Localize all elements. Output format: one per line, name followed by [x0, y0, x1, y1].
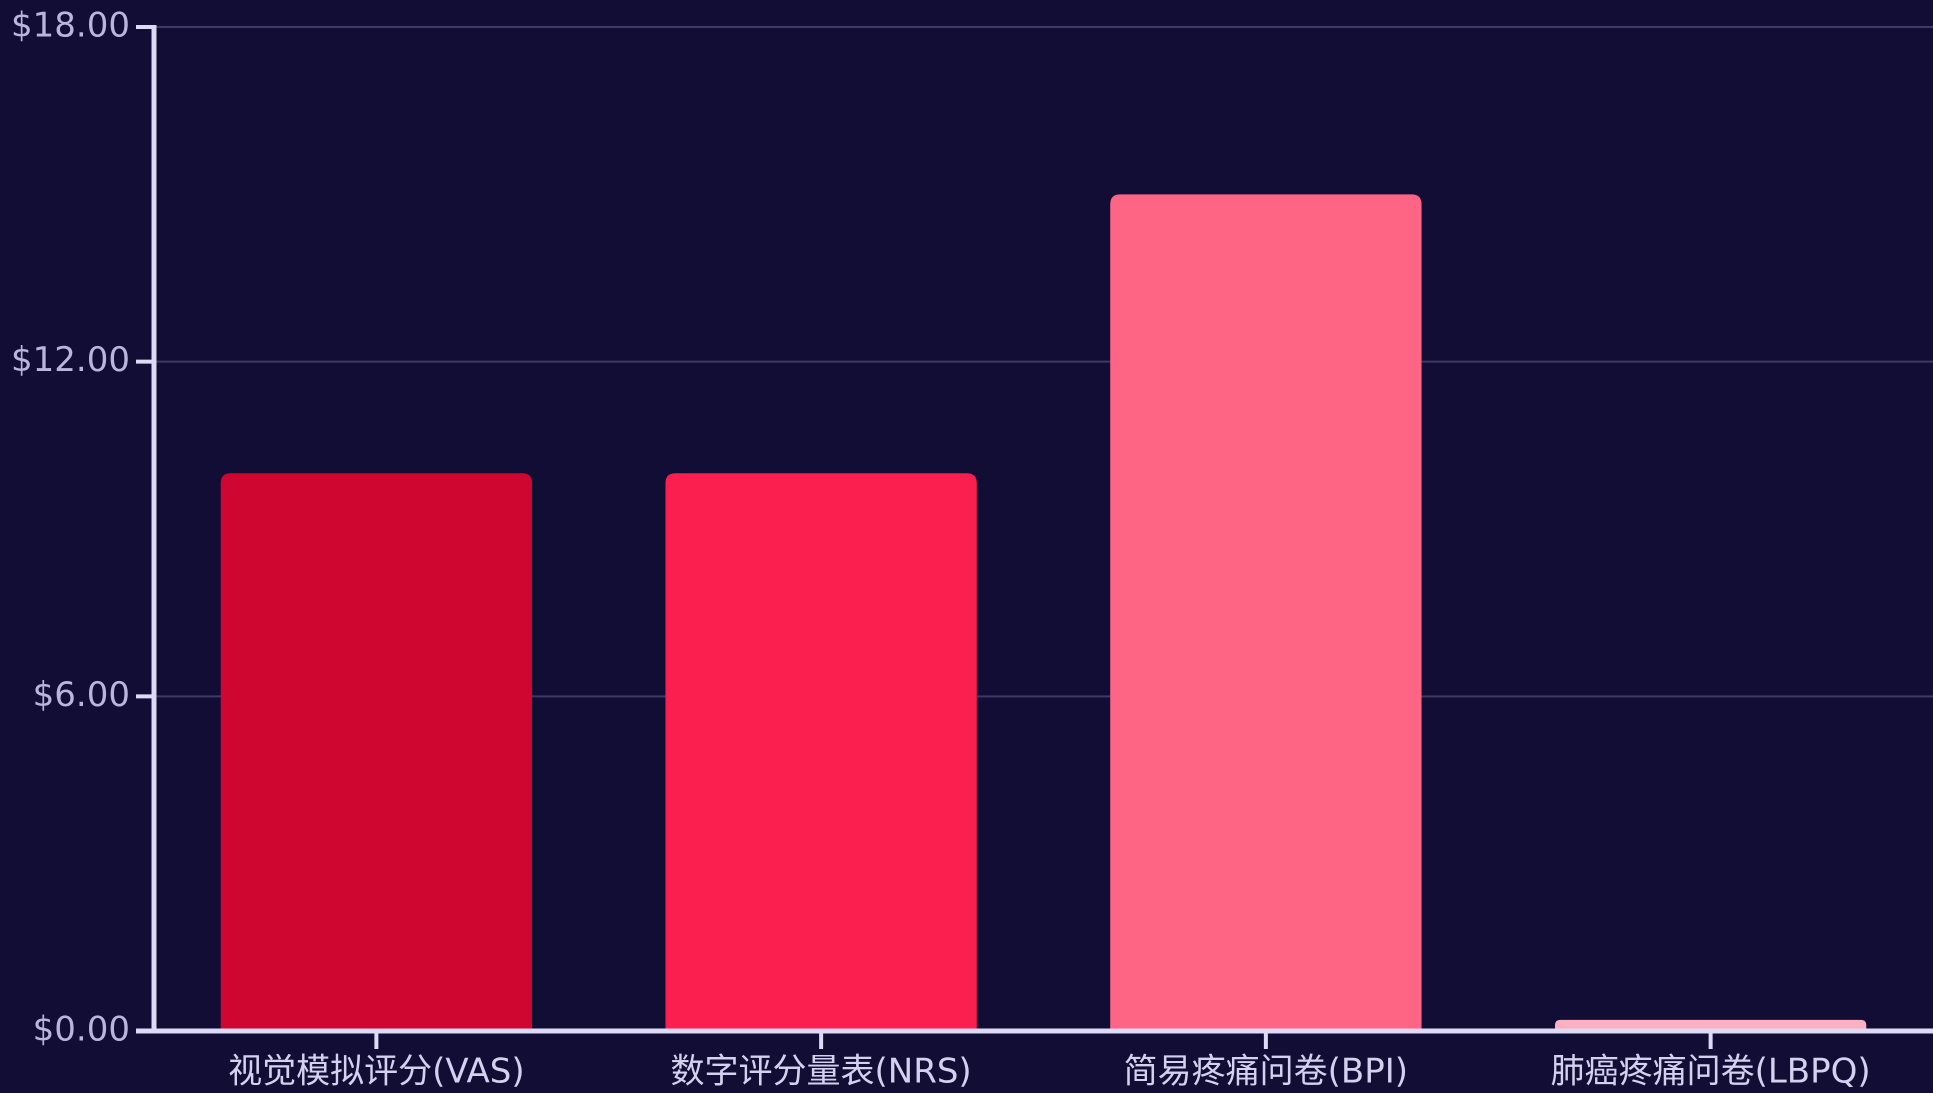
y-tick-label: $6.00 [33, 675, 130, 715]
y-tick-label: $12.00 [11, 340, 130, 380]
bar [665, 473, 977, 1031]
y-tick-label: $0.00 [33, 1010, 130, 1050]
y-tick-label: $18.00 [11, 6, 130, 46]
x-tick-label: 视觉模拟评分(VAS) [228, 1052, 524, 1092]
x-tick-label: 简易疼痛问卷(BPI) [1124, 1052, 1408, 1092]
bars [220, 194, 1867, 1032]
bar [1554, 1019, 1867, 1031]
x-tick-label: 肺癌疼痛问卷(LBPQ) [1551, 1052, 1871, 1092]
x-tick-label: 数字评分量表(NRS) [671, 1052, 972, 1092]
labels: $0.00 $6.00 $12.00 $18.00 视觉模拟评分(VAS) 数字评分量表(… [11, 6, 1871, 1092]
bar [220, 473, 533, 1031]
axes [136, 25, 1933, 1049]
bar [1110, 194, 1422, 1032]
